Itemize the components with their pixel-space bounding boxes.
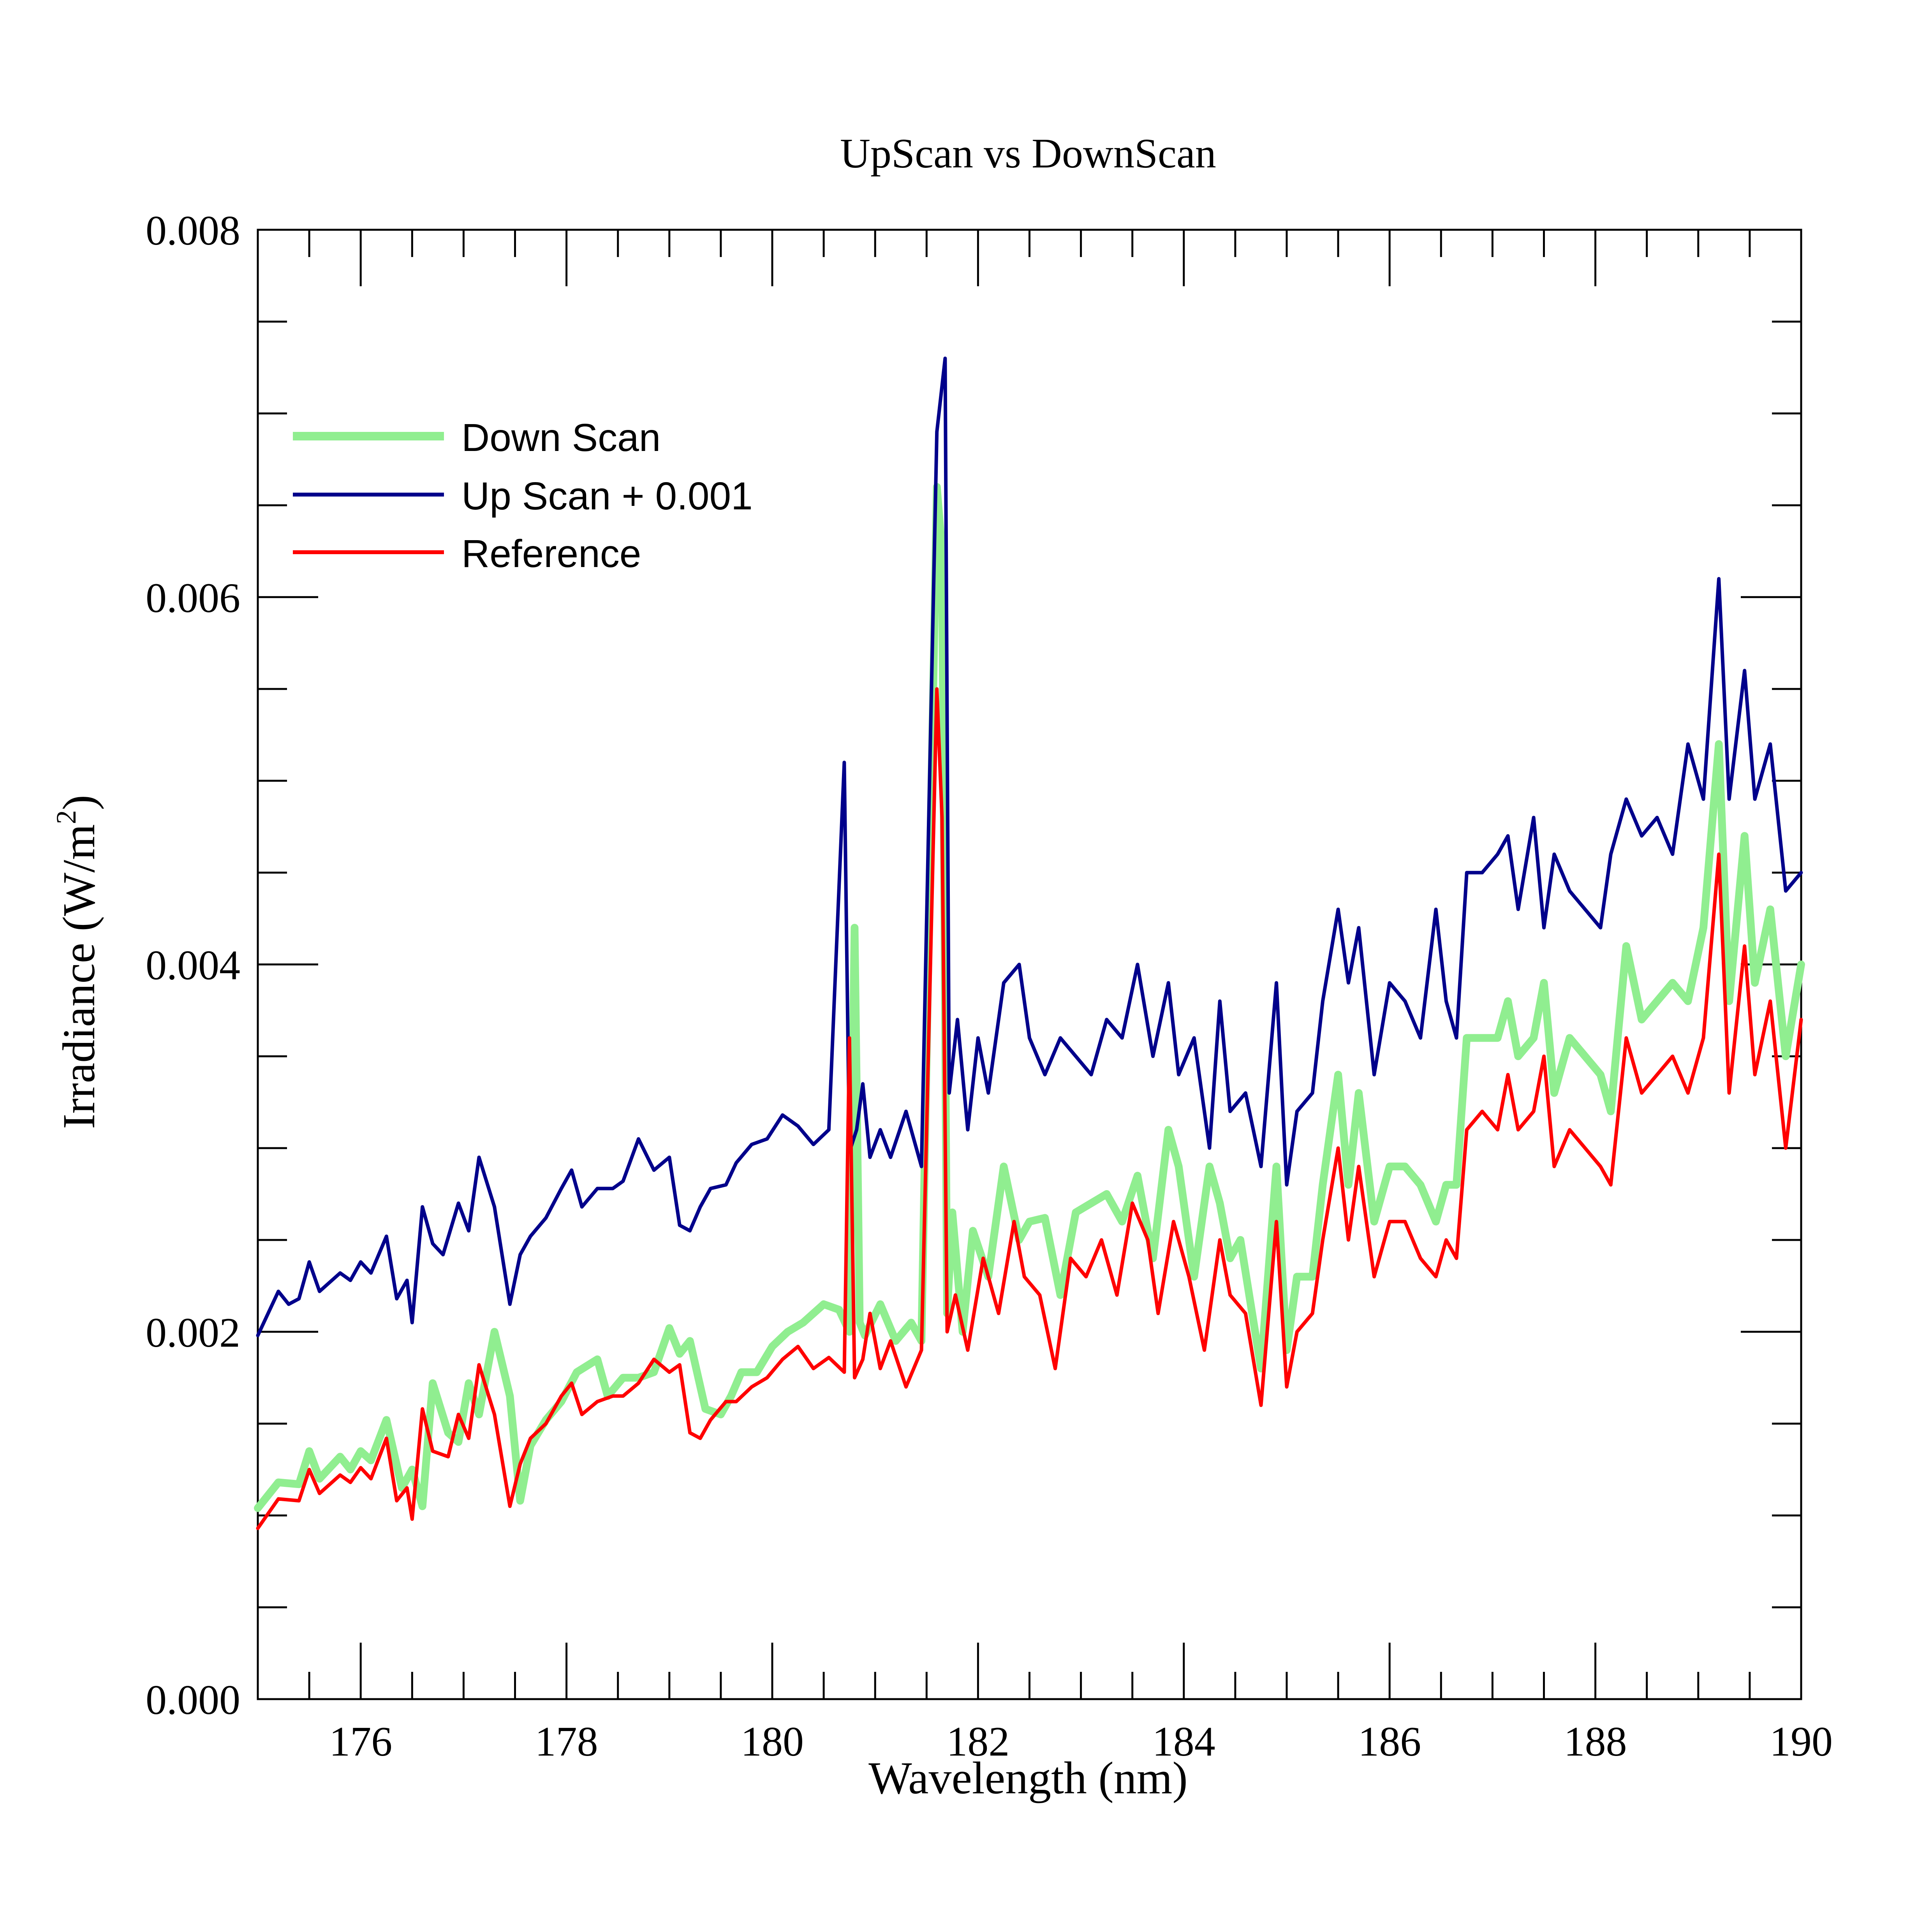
y-axis-label: Irradiance (W/m2)	[51, 795, 104, 1129]
legend: Down Scan Up Scan + 0.001 Reference	[293, 416, 753, 576]
x-tick-label: 184	[1152, 1719, 1215, 1765]
y-tick-label: 0.004	[146, 942, 240, 989]
x-tick-label: 178	[535, 1719, 598, 1765]
y-axis-label-close: )	[53, 795, 104, 810]
x-tick-label: 186	[1358, 1719, 1421, 1765]
x-tick-label: 180	[741, 1719, 804, 1765]
y-axis-label-text: Irradiance (W/m	[53, 824, 104, 1129]
y-tick-label: 0.000	[146, 1677, 240, 1723]
x-tick-label: 182	[946, 1719, 1009, 1765]
minor-ticks	[258, 230, 1801, 1699]
y-axis-label-superscript: 2	[51, 810, 82, 824]
legend-label-up-scan: Up Scan + 0.001	[461, 474, 753, 518]
series-up-scan-line	[256, 356, 1803, 1337]
major-ticks	[258, 230, 1801, 1699]
x-tick-label: 190	[1770, 1719, 1833, 1765]
series-lines	[254, 356, 1805, 1530]
series-reference-line	[256, 687, 1803, 1530]
y-tick-label: 0.006	[146, 575, 240, 621]
y-tick-label: 0.008	[146, 208, 240, 254]
legend-label-down-scan: Down Scan	[461, 416, 660, 460]
x-axis-label: Wavelength (nm)	[868, 1752, 1188, 1803]
y-tick-label: 0.002	[146, 1310, 240, 1356]
legend-label-reference: Reference	[461, 532, 641, 576]
y-tick-labels: 0.000 0.002 0.004 0.006 0.008	[146, 208, 240, 1723]
x-tick-labels: 176 178 180 182 184 186 188 190	[329, 1719, 1833, 1765]
chart-title: UpScan vs DownScan	[840, 130, 1216, 177]
series-down-scan-line	[254, 483, 1805, 1512]
x-tick-label: 176	[329, 1719, 392, 1765]
x-tick-label: 188	[1564, 1719, 1627, 1765]
